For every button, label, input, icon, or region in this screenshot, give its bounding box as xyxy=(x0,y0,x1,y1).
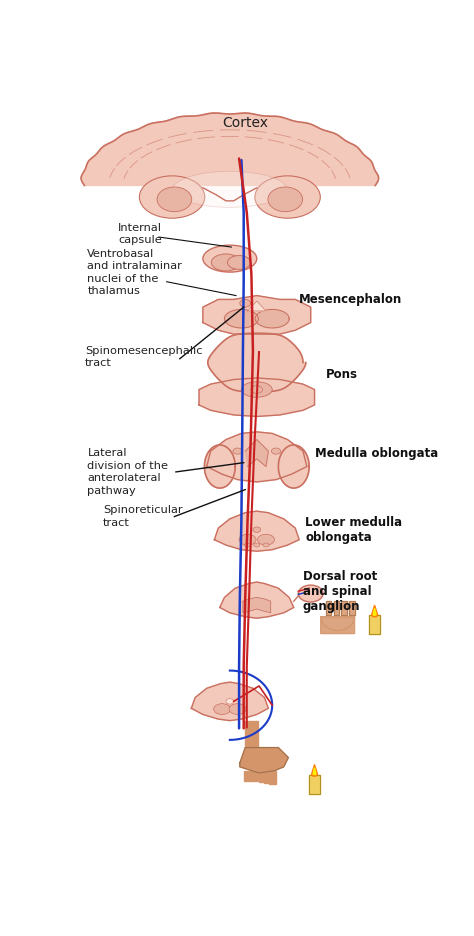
Ellipse shape xyxy=(251,386,263,393)
Polygon shape xyxy=(245,721,257,748)
Text: Medulla oblongata: Medulla oblongata xyxy=(315,446,438,460)
Ellipse shape xyxy=(139,176,205,218)
Polygon shape xyxy=(243,597,271,613)
Text: Mesencephalon: Mesencephalon xyxy=(299,293,402,306)
Ellipse shape xyxy=(233,448,242,454)
Ellipse shape xyxy=(240,300,251,307)
Text: Cortex: Cortex xyxy=(222,116,268,130)
Text: Lateral
division of the
anterolateral
pathway: Lateral division of the anterolateral pa… xyxy=(87,448,168,495)
Polygon shape xyxy=(313,768,316,774)
Polygon shape xyxy=(240,748,288,773)
Text: Spinomesencephalic
tract: Spinomesencephalic tract xyxy=(85,346,202,369)
Polygon shape xyxy=(372,605,378,617)
Polygon shape xyxy=(245,440,268,466)
Ellipse shape xyxy=(263,543,269,547)
Polygon shape xyxy=(204,445,235,488)
Polygon shape xyxy=(199,378,315,417)
Text: Lower medulla
oblongata: Lower medulla oblongata xyxy=(305,517,402,545)
Ellipse shape xyxy=(298,585,323,602)
Ellipse shape xyxy=(173,171,287,207)
Text: Internal
capsule: Internal capsule xyxy=(118,223,162,245)
Polygon shape xyxy=(225,310,258,328)
Text: Ventrobasal
and intralaminar
nuclei of the
thalamus: Ventrobasal and intralaminar nuclei of t… xyxy=(87,249,182,296)
Polygon shape xyxy=(259,770,266,782)
Polygon shape xyxy=(220,582,294,618)
Polygon shape xyxy=(326,601,331,615)
Polygon shape xyxy=(349,601,355,615)
Polygon shape xyxy=(251,770,258,782)
Polygon shape xyxy=(207,431,307,482)
Text: Dorsal root
and spinal
ganglion: Dorsal root and spinal ganglion xyxy=(303,570,377,613)
Polygon shape xyxy=(203,296,310,334)
Ellipse shape xyxy=(254,543,260,547)
Polygon shape xyxy=(191,682,268,721)
Ellipse shape xyxy=(229,704,246,714)
Ellipse shape xyxy=(268,187,302,212)
Ellipse shape xyxy=(239,534,256,545)
Ellipse shape xyxy=(228,256,251,270)
Ellipse shape xyxy=(226,698,234,704)
Polygon shape xyxy=(334,601,339,615)
Text: Pons: Pons xyxy=(326,368,358,381)
Polygon shape xyxy=(373,608,376,615)
Polygon shape xyxy=(278,445,309,488)
Ellipse shape xyxy=(203,245,257,272)
Polygon shape xyxy=(369,615,380,635)
Polygon shape xyxy=(244,770,251,781)
Ellipse shape xyxy=(245,543,251,547)
Polygon shape xyxy=(341,601,347,615)
Ellipse shape xyxy=(272,448,281,454)
Ellipse shape xyxy=(241,382,272,397)
Polygon shape xyxy=(321,617,355,634)
Text: Spinoreticular
tract: Spinoreticular tract xyxy=(103,505,182,528)
Polygon shape xyxy=(255,310,289,328)
Ellipse shape xyxy=(211,254,241,271)
Ellipse shape xyxy=(253,527,261,533)
Polygon shape xyxy=(81,113,379,185)
Polygon shape xyxy=(208,333,306,392)
Polygon shape xyxy=(247,301,266,311)
Polygon shape xyxy=(309,774,320,794)
Ellipse shape xyxy=(214,704,231,714)
Polygon shape xyxy=(264,770,272,783)
Polygon shape xyxy=(311,765,318,776)
Ellipse shape xyxy=(157,187,191,212)
Ellipse shape xyxy=(255,176,320,218)
Polygon shape xyxy=(269,770,276,783)
Polygon shape xyxy=(214,511,299,551)
Ellipse shape xyxy=(257,534,274,545)
